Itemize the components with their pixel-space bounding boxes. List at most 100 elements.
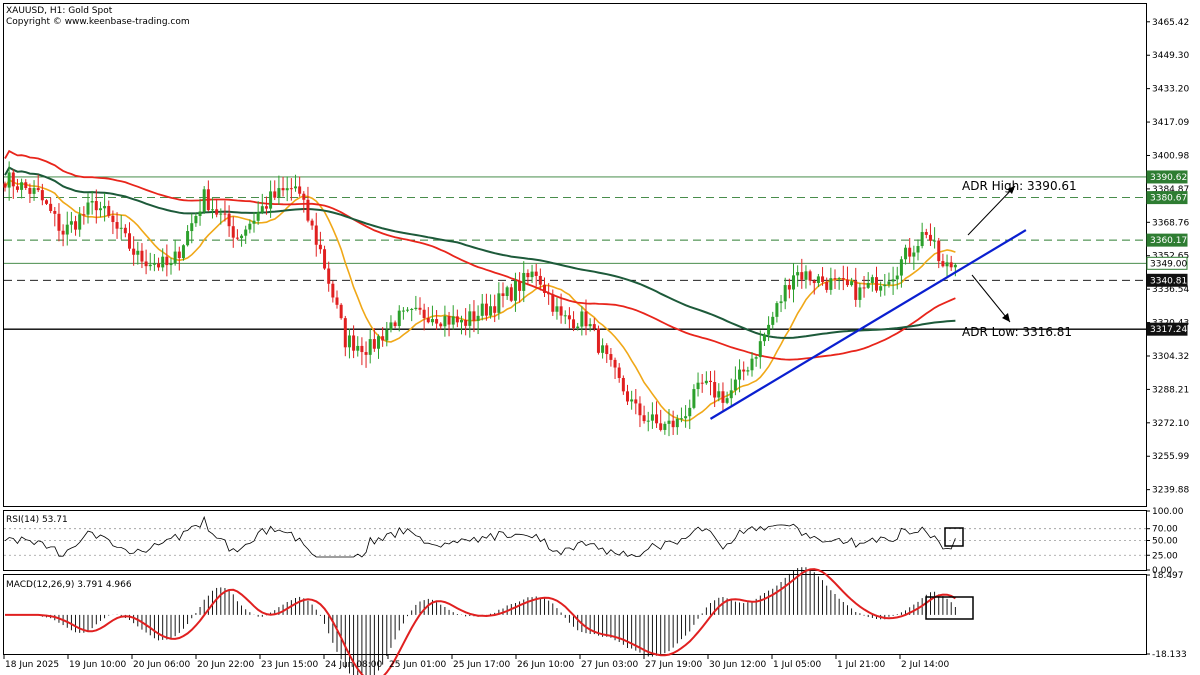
candle-body-80 [335, 297, 339, 305]
candle-body-67 [281, 188, 285, 191]
candle-body-116 [484, 303, 488, 316]
adr-low-label: ADR Low: 3316.81 [962, 325, 1072, 339]
time-tick-label-10: 27 Jun 19:00 [645, 660, 702, 670]
candle-body-75 [314, 225, 318, 245]
time-tick-label-12: 1 Jul 05:00 [773, 660, 822, 670]
candle-body-108 [451, 316, 455, 325]
candle-body-174 [725, 398, 729, 403]
time-tick-label-2: 20 Jun 06:00 [133, 660, 190, 670]
candle-body-95 [397, 310, 401, 327]
candle-body-226 [941, 261, 945, 267]
candle-body-72 [302, 193, 306, 200]
candle-body-61 [256, 212, 260, 221]
candle-body-219 [912, 252, 916, 257]
candle-body-164 [684, 416, 688, 419]
candle-body-199 [829, 278, 833, 290]
candle-body-182 [758, 341, 762, 358]
candle-body-89 [372, 339, 376, 349]
axis-layer: 3465.42 3449.30 3433.20 3417.09 3400.98 3384.… [3, 18, 1189, 670]
candle-body-62 [260, 206, 264, 213]
candle-body-215 [895, 275, 899, 280]
candle-body-165 [688, 407, 692, 417]
adr-high-arrowhead [1007, 186, 1015, 194]
candle-body-55 [231, 226, 235, 238]
time-tick-label-13: 1 Jul 21:00 [837, 660, 886, 670]
candle-body-97 [406, 309, 410, 311]
candle-body-201 [837, 278, 841, 280]
price-tick-label-2: 3433.20 [1152, 85, 1189, 95]
ma-mid-line [4, 149, 956, 361]
candle-body-20 [86, 202, 90, 215]
time-tick-label-9: 27 Jun 03:00 [581, 660, 638, 670]
candle-body-85 [356, 345, 360, 351]
candle-body-180 [750, 358, 754, 371]
candle-body-229 [953, 264, 957, 268]
candle-body-195 [812, 280, 816, 284]
time-tick-label-3: 20 Jun 22:00 [197, 660, 254, 670]
candle-body-46 [194, 216, 198, 224]
candle-body-27 [115, 222, 119, 229]
candle-body-103 [430, 319, 434, 323]
candle-body-196 [816, 276, 820, 284]
candle-body-191 [796, 272, 800, 276]
candle-body-179 [746, 370, 750, 372]
candle-body-204 [850, 281, 854, 286]
candle-body-168 [700, 382, 704, 384]
candle-body-157 [655, 414, 659, 424]
rsi-tick-label-4: 0.00 [1152, 566, 1172, 576]
adr-low-arrowhead [1002, 313, 1010, 322]
candle-body-173 [721, 391, 725, 403]
candle-body-36 [152, 263, 156, 265]
candle-body-177 [738, 369, 742, 380]
candle-body-91 [381, 336, 385, 341]
candle-body-172 [717, 391, 721, 398]
candle-body-225 [937, 240, 941, 262]
candle-body-142 [592, 324, 596, 329]
candle-body-109 [455, 316, 459, 323]
candle-body-44 [186, 231, 190, 246]
candle-body-156 [650, 414, 654, 421]
candle-body-224 [933, 240, 937, 242]
candle-body-4 [20, 182, 24, 190]
candle-body-16 [69, 221, 73, 225]
rsi-tick-label-2: 50.00 [1152, 537, 1178, 547]
main-price-layer [3, 149, 1146, 437]
candle-body-222 [924, 232, 928, 235]
candle-body-178 [742, 369, 746, 372]
price-tick-label-14: 3239.88 [1152, 486, 1189, 496]
price-tag-box-2 [1146, 233, 1188, 247]
price-tick-label-3: 3417.09 [1152, 118, 1189, 128]
candle-body-120 [501, 293, 505, 297]
candle-body-2 [11, 172, 15, 187]
candle-body-57 [240, 235, 244, 239]
candle-body-144 [601, 345, 605, 353]
price-tag-label-0: 3390.62 [1150, 173, 1187, 183]
candle-body-188 [783, 285, 787, 302]
candle-body-105 [439, 323, 443, 327]
candle-body-63 [264, 206, 268, 209]
rsi-line [4, 515, 956, 558]
candle-body-83 [347, 335, 351, 348]
candle-body-14 [61, 230, 65, 235]
candle-body-137 [572, 319, 576, 329]
candle-body-71 [298, 186, 302, 194]
candle-body-51 [215, 209, 219, 215]
candle-body-90 [377, 336, 380, 349]
candle-body-128 [534, 271, 538, 276]
candle-body-143 [596, 328, 600, 353]
candle-body-203 [845, 279, 849, 286]
candle-body-104 [435, 319, 439, 324]
candle-body-169 [704, 380, 708, 384]
candle-body-214 [891, 279, 895, 282]
candle-body-34 [144, 261, 148, 267]
candle-body-78 [327, 268, 331, 284]
candle-body-5 [24, 182, 28, 189]
candle-body-42 [177, 251, 181, 259]
candle-body-121 [505, 287, 509, 297]
candle-body-129 [538, 275, 542, 285]
candle-body-15 [65, 224, 69, 235]
price-tick-label-5: 3384.87 [1152, 185, 1189, 195]
candle-body-81 [339, 304, 343, 319]
candle-body-133 [555, 306, 559, 312]
